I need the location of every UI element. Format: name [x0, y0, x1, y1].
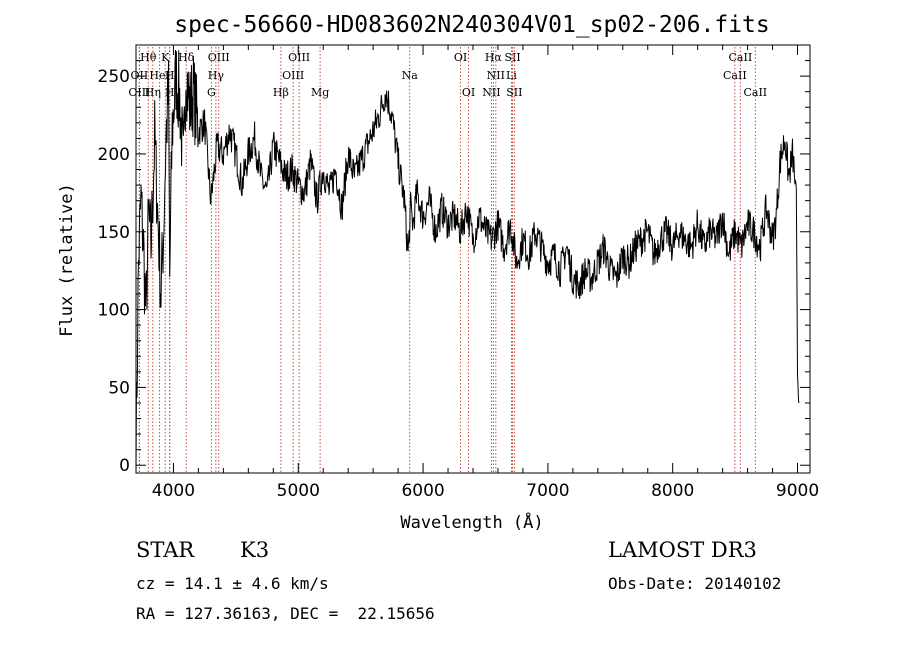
line-label-22: SII	[504, 51, 520, 64]
y-axis-label: Flux (relative)	[57, 183, 77, 337]
line-label-26: CaII	[723, 69, 747, 82]
line-label-27: CaII	[743, 86, 767, 99]
line-label-21: NII	[482, 86, 500, 99]
line-label-14: Hβ	[273, 86, 289, 99]
line-label-11: G	[207, 86, 216, 99]
survey-name: LAMOST DR3	[608, 538, 757, 562]
line-label-3: K	[161, 51, 170, 64]
x-tick-label: 6000	[401, 481, 444, 501]
line-label-0: Hθ	[140, 51, 157, 64]
line-label-6: Hδ	[178, 51, 195, 64]
y-tick-label: 0	[119, 456, 130, 476]
line-label-12: OIII	[288, 51, 310, 64]
y-tick-label: 150	[98, 223, 130, 243]
line-label-19: Hα	[485, 51, 503, 64]
spectrum-plot-area	[135, 49, 800, 474]
y-tick-label: 100	[98, 301, 130, 321]
object-subclass: K3	[240, 538, 270, 562]
object-type: STAR	[136, 538, 195, 562]
x-axis-label: Wavelength (Å)	[400, 511, 543, 533]
chart-title: spec-56660-HD083602N240304V01_sp02-206.f…	[174, 12, 769, 38]
line-label-24: SII	[506, 86, 522, 99]
observation-date: Obs-Date: 20140102	[608, 574, 782, 593]
y-tick-label: 200	[98, 145, 130, 165]
coordinates: RA = 127.36163, DEC = 22.15656	[136, 604, 435, 623]
plot-frame	[135, 44, 811, 474]
line-label-10: Hγ	[208, 69, 225, 82]
line-label-23: Li	[506, 69, 517, 82]
line-label-5: Hη	[145, 86, 161, 99]
y-tick-label: 250	[98, 67, 130, 87]
spectrum-line	[135, 49, 800, 474]
y-tick-label: 50	[108, 378, 130, 398]
x-tick-label: 8000	[651, 481, 694, 501]
line-label-18: OI	[462, 86, 475, 99]
axis-ticks: 4000 5000 6000 7000 8000 9000 0 50 100 150 200 250	[98, 45, 819, 501]
redshift-value: cz = 14.1 ± 4.6 km/s	[136, 574, 329, 593]
line-label-15: Mg	[311, 86, 329, 99]
line-label-4: HeI	[149, 69, 169, 82]
line-label-25: CaII	[729, 51, 753, 64]
line-label-16: Na	[402, 69, 419, 82]
x-tick-label: 9000	[776, 481, 819, 501]
line-label-17: OI	[454, 51, 467, 64]
line-label-9: OIII	[208, 51, 230, 64]
x-tick-label: 5000	[277, 481, 320, 501]
x-tick-label: 4000	[152, 481, 195, 501]
x-tick-label: 7000	[526, 481, 569, 501]
line-label-20: NII	[487, 69, 505, 82]
line-label-13: OIII	[282, 69, 304, 82]
line-label-8: H	[165, 86, 175, 99]
line-label-2: OIII	[128, 86, 150, 99]
